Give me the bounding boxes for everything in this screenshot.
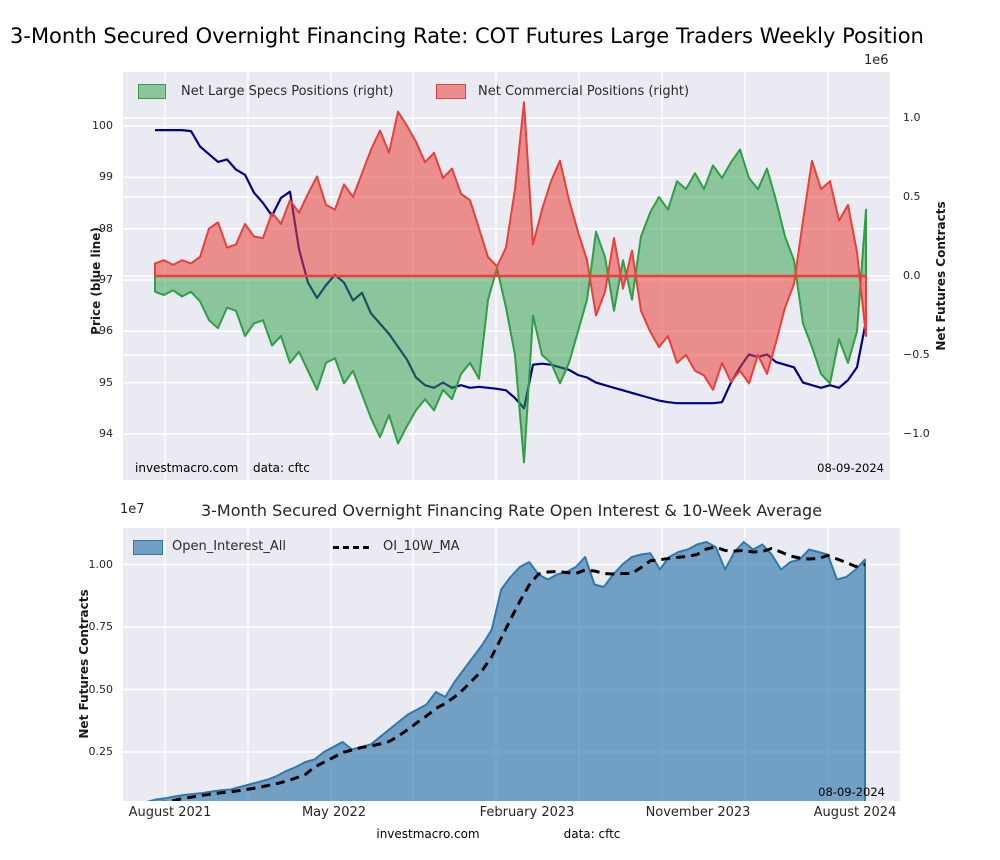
open-interest-area bbox=[146, 541, 866, 801]
x-tick-february-2023: February 2023 bbox=[479, 805, 575, 820]
figure-title: 3-Month Secured Overnight Financing Rate… bbox=[10, 24, 924, 48]
y-tick-contracts: 0.0 bbox=[903, 269, 921, 282]
legend-label-net-large-specs: Net Large Specs Positions (right) bbox=[181, 84, 394, 99]
y-tick-contracts: −1.0 bbox=[903, 427, 930, 440]
x-tick-august-2024: August 2024 bbox=[813, 805, 897, 820]
y-tick-price: 95 bbox=[99, 376, 113, 389]
bottom-left-axis-title: Net Futures Contracts bbox=[77, 589, 91, 739]
net-large-specs-area bbox=[154, 148, 867, 464]
footer-site: investmacro.com bbox=[376, 827, 480, 841]
y-tick-price: 100 bbox=[92, 119, 113, 132]
right-axis-scale-label: 1e6 bbox=[864, 53, 889, 68]
y-tick-contracts: −0.5 bbox=[903, 348, 930, 361]
oi-10w-ma-line bbox=[155, 545, 866, 801]
legend-label-oi-ma: OI_10W_MA bbox=[383, 539, 460, 554]
y-tick-price: 94 bbox=[99, 427, 113, 440]
legend-label-net-commercial: Net Commercial Positions (right) bbox=[478, 84, 690, 99]
y-tick-price: 98 bbox=[99, 222, 113, 235]
y-tick-contracts: 1.0 bbox=[903, 111, 921, 124]
legend-swatch-net-large-specs bbox=[138, 84, 166, 99]
y-tick-oi: 0.75 bbox=[88, 620, 114, 633]
legend-swatch-net-commercial bbox=[436, 84, 466, 99]
legend-swatch-open-interest bbox=[133, 540, 163, 555]
net-commercial-area bbox=[154, 101, 867, 391]
x-tick-november-2023: November 2023 bbox=[645, 805, 751, 820]
y-tick-price: 97 bbox=[99, 273, 113, 286]
y-tick-oi: 0.50 bbox=[88, 683, 114, 696]
footer-data-source: data: cftc bbox=[563, 827, 621, 841]
x-tick-august-2021: August 2021 bbox=[128, 805, 212, 820]
legend-dash-sample-icon bbox=[333, 546, 369, 549]
y-tick-oi: 1.00 bbox=[88, 558, 114, 571]
x-tick-may-2022: May 2022 bbox=[301, 805, 367, 820]
y-tick-contracts: 0.5 bbox=[903, 190, 921, 203]
top-chart-data-source: data: cftc bbox=[253, 461, 310, 475]
top-chart-source-site: investmacro.com bbox=[135, 461, 239, 475]
y-tick-oi: 0.25 bbox=[88, 745, 114, 758]
y-tick-price: 99 bbox=[99, 170, 113, 183]
legend-label-open-interest: Open_Interest_All bbox=[172, 539, 286, 554]
left-axis-scale-label: 1e7 bbox=[120, 502, 145, 517]
bottom-chart-date: 08-09-2024 bbox=[818, 785, 885, 799]
top-chart-date: 08-09-2024 bbox=[817, 461, 884, 475]
bottom-chart-title: 3-Month Secured Overnight Financing Rate… bbox=[200, 501, 823, 520]
y-tick-price: 96 bbox=[99, 324, 113, 337]
